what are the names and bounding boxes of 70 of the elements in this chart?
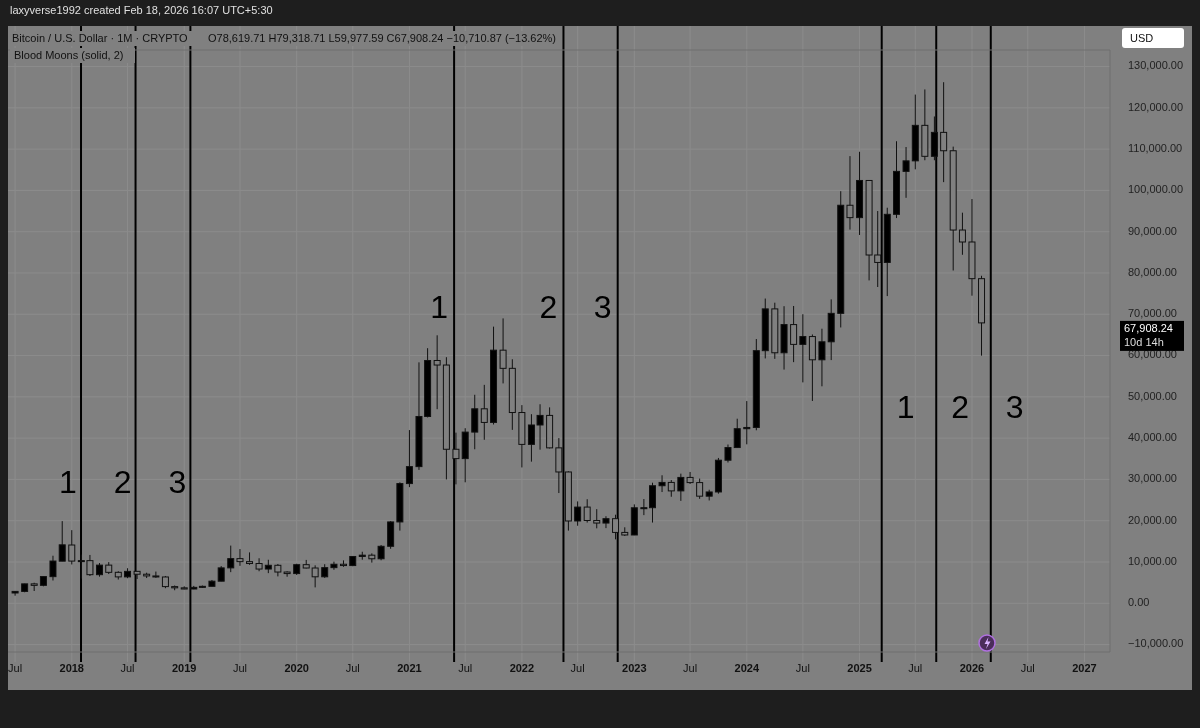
x-tick-label: 2023 bbox=[622, 661, 647, 674]
x-tick-label: Jul bbox=[120, 661, 135, 674]
candlestick bbox=[902, 146, 910, 199]
x-tick-label: Jul bbox=[345, 661, 360, 674]
ref-line-label: 1 bbox=[430, 289, 448, 326]
y-tick-label: 30,000.00 bbox=[1128, 472, 1177, 485]
candlestick bbox=[227, 545, 235, 573]
x-tick-label: Jul bbox=[570, 661, 585, 674]
y-tick-label: 50,000.00 bbox=[1128, 389, 1177, 402]
x-tick-label: 2024 bbox=[734, 661, 760, 674]
y-tick-label: 0.00 bbox=[1128, 596, 1150, 609]
candlestick bbox=[602, 515, 610, 529]
x-tick-label: 2018 bbox=[59, 661, 85, 674]
y-tick-label: 20,000.00 bbox=[1128, 513, 1177, 526]
y-tick-label: 90,000.00 bbox=[1128, 224, 1177, 237]
ref-line-label: 1 bbox=[896, 389, 915, 426]
candlestick bbox=[471, 394, 479, 450]
x-tick-label: 2021 bbox=[397, 661, 422, 674]
chart-title: Bitcoin / U.S. Dollar · 1M · CRYPTO bbox=[12, 32, 189, 44]
x-tick-label: Jul bbox=[908, 661, 923, 674]
x-tick-label: 2020 bbox=[284, 661, 309, 674]
x-tick-label: 2027 bbox=[1072, 661, 1097, 674]
candlestick bbox=[330, 561, 338, 571]
text: laxyverse1992 created Feb 18, 2026 16:07 UTC+5:30 bbox=[10, 4, 273, 16]
candlestick bbox=[133, 570, 141, 580]
candlestick bbox=[405, 429, 413, 488]
y-tick-label: 120,000.00 bbox=[1128, 100, 1184, 113]
candlestick bbox=[677, 473, 685, 502]
candlestick bbox=[11, 590, 19, 597]
x-tick-label: 2025 bbox=[847, 661, 872, 674]
ref-line-label: 2 bbox=[539, 289, 558, 326]
ref-line-label: 3 bbox=[593, 289, 612, 326]
x-tick-label: 2022 bbox=[509, 661, 535, 674]
x-tick-label: Jul bbox=[683, 661, 698, 674]
text: 67,908.24 bbox=[1124, 321, 1173, 334]
text: USD bbox=[1130, 32, 1154, 44]
y-tick-label: 40,000.00 bbox=[1128, 431, 1177, 444]
candlestick bbox=[799, 313, 807, 383]
x-tick-label: Jul bbox=[795, 661, 810, 674]
candlestick bbox=[743, 400, 751, 445]
candlestick bbox=[49, 555, 57, 581]
y-tick-label: 130,000.00 bbox=[1128, 59, 1184, 72]
x-tick-label: Jul bbox=[232, 661, 248, 674]
ref-line-label: 2 bbox=[951, 389, 970, 426]
candlestick bbox=[818, 328, 826, 387]
candlestick bbox=[658, 474, 666, 493]
y-tick-label: 100,000.00 bbox=[1128, 183, 1184, 196]
ref-line-label: 3 bbox=[168, 464, 187, 501]
x-tick-label: Jul bbox=[458, 661, 473, 674]
ref-line-label: 3 bbox=[1005, 389, 1024, 426]
candlestick bbox=[311, 564, 319, 588]
candlestick bbox=[152, 571, 160, 579]
x-tick-label: Jul bbox=[8, 661, 23, 674]
text: O78,619.71 H79,318.71 L59,977.59 C67,908.24 −10,710.87 (−13.62%) bbox=[208, 32, 557, 44]
x-tick-label: 2019 bbox=[171, 661, 197, 674]
y-tick-label: 70,000.00 bbox=[1128, 307, 1177, 320]
x-tick-label: Jul bbox=[1020, 661, 1035, 674]
chart-subtitle: Blood Moons (solid, 2) bbox=[14, 49, 124, 61]
y-tick-label: 110,000.00 bbox=[1128, 142, 1183, 154]
y-tick-label: −10,000.00 bbox=[1128, 637, 1184, 650]
y-tick-label: 60,000.00 bbox=[1128, 348, 1177, 361]
ref-line-label: 1 bbox=[59, 464, 77, 501]
x-tick-label: 2026 bbox=[959, 661, 985, 674]
candlestick bbox=[733, 418, 741, 449]
text: 10d 14h bbox=[1124, 335, 1164, 348]
y-tick-label: 10,000.00 bbox=[1128, 554, 1177, 567]
y-tick-label: 80,000.00 bbox=[1128, 265, 1177, 278]
candlestick bbox=[574, 500, 582, 527]
candlestick bbox=[58, 520, 66, 562]
ref-line-label: 2 bbox=[113, 464, 132, 501]
